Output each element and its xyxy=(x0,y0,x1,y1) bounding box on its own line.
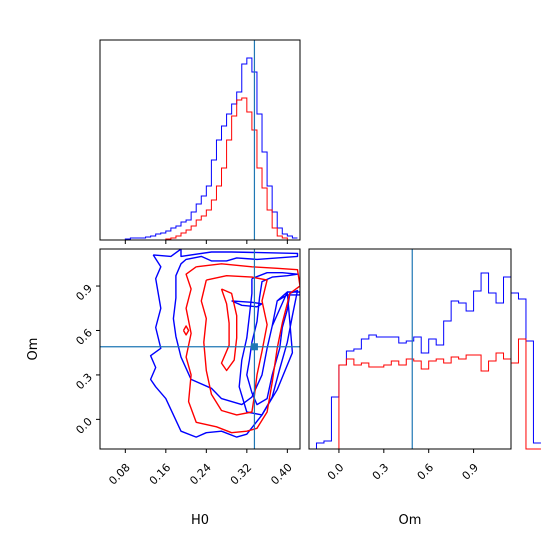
om-histogram-xtick-label: 0.3 xyxy=(370,461,392,483)
contour-ytick-label: 0.9 xyxy=(73,282,95,304)
om-histogram-xtick-label: 0.9 xyxy=(460,461,482,483)
contour-red-small xyxy=(182,325,190,336)
contour-frame xyxy=(99,248,301,450)
contour-ytick-label: 0.3 xyxy=(73,371,95,393)
contour-panel: 0.08 0.16 0.24 0.32 0.40 0.0 0.3 0.6 0.9 H0 Om xyxy=(26,248,301,528)
h0-axis-label: H0 xyxy=(191,513,209,528)
contour-blue-inner xyxy=(238,272,299,416)
contour-xtick-label: 0.16 xyxy=(147,461,174,488)
h0-histogram-panel xyxy=(99,39,301,244)
contour-red-inner-2 xyxy=(220,288,238,372)
contour-blue-outer xyxy=(149,249,300,438)
contour-ytick-label: 0.0 xyxy=(73,415,95,437)
h0-histogram-blue-series xyxy=(100,57,298,241)
h0-histogram-red-series xyxy=(100,97,298,241)
om-histogram-frame xyxy=(308,248,512,450)
om-histogram-red-series xyxy=(309,338,541,450)
om-histogram-xtick-label: 0.6 xyxy=(415,461,437,483)
contour-ytick-label: 0.6 xyxy=(73,326,95,348)
contour-red-inner xyxy=(200,275,268,416)
om-histogram-axis-label: Om xyxy=(399,513,422,528)
contour-xtick-label: 0.24 xyxy=(187,461,214,488)
om-histogram-blue-series xyxy=(309,272,541,450)
om-histogram-xtick-label: 0.0 xyxy=(325,461,347,483)
contour-red-outer xyxy=(185,263,300,434)
contour-xtick-label: 0.40 xyxy=(268,461,295,488)
contour-xtick-label: 0.08 xyxy=(106,461,133,488)
contour-blue-inner-2 xyxy=(231,300,263,308)
om-axis-label: Om xyxy=(26,338,41,361)
contour-truth-marker xyxy=(250,343,258,351)
om-histogram-panel: 0.0 0.3 0.6 0.9 Om xyxy=(308,248,541,528)
h0-histogram-frame xyxy=(99,39,301,241)
contour-xtick-label: 0.32 xyxy=(228,461,255,488)
